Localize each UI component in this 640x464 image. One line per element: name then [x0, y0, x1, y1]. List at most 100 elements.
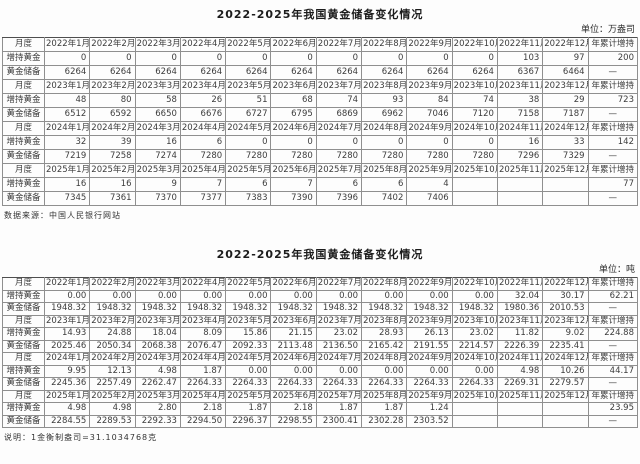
increase-value-cell: 51 [225, 93, 272, 108]
increase-value-cell: 0.00 [270, 289, 317, 303]
reserve-value-cell: 2264.33 [361, 377, 408, 391]
reserve-total-dash-cell: — [587, 191, 639, 206]
month-header-cell: 2022年6月 [270, 37, 317, 52]
month-header-cell: 2022年9月 [406, 277, 453, 291]
month-header-cell: 2024年6月 [270, 121, 317, 136]
reserve-value-cell: 6264 [270, 65, 317, 80]
reserve-value-cell: 6592 [89, 107, 136, 122]
month-header-cell: 2022年7月 [315, 37, 363, 52]
increase-value-cell: 39 [89, 135, 136, 150]
month-header-row: 月度 2023年1月 2023年2月 2023年3月 2023年4月 2023年5月 202… [2, 79, 639, 94]
increase-value-cell: 80 [89, 93, 136, 108]
increase-value-cell: 6 [179, 135, 227, 150]
reserve-value-cell [451, 414, 498, 428]
reserve-value-cell: 6264 [361, 65, 408, 80]
month-header-cell: 2025年12月 [542, 163, 589, 178]
reserve-value-cell: 2245.36 [43, 377, 91, 391]
month-header-cell: 2025年5月 [225, 163, 272, 178]
increase-value-cell [496, 177, 544, 192]
increase-value-cell: 2.80 [134, 402, 181, 416]
month-header-cell: 2025年2月 [89, 163, 136, 178]
reserve-value-cell [451, 191, 498, 206]
increase-value-cell: 0 [270, 51, 317, 66]
reserve-value-cell: 7280 [361, 149, 408, 164]
month-header-cell: 2022年3月 [134, 37, 181, 52]
month-header-cell: 2023年12月 [542, 79, 589, 94]
reserve-value-cell: 1948.32 [179, 302, 227, 316]
row-label-cell: 黄金储备 [2, 149, 45, 164]
increase-value-cell [542, 402, 589, 416]
increase-value-cell: 14.93 [43, 327, 91, 341]
reserve-value-cell: 2303.52 [406, 414, 453, 428]
month-header-cell: 2022年4月 [179, 37, 227, 52]
reserve-value-cell: 6264 [225, 65, 272, 80]
reserve-value-cell: 7258 [89, 149, 136, 164]
increase-value-cell: 21.15 [270, 327, 317, 341]
month-header-cell: 2022年5月 [225, 37, 272, 52]
increase-row: 增持黄金 4.98 4.98 2.80 2.18 1.87 2.18 1.87 1.87 1.24… [2, 402, 639, 416]
reserve-value-cell: 1948.32 [225, 302, 272, 316]
increase-value-cell: 0 [315, 51, 363, 66]
month-header-cell: 2023年3月 [134, 314, 181, 328]
increase-value-cell: 32.04 [496, 289, 544, 303]
increase-total-cell: 723 [587, 93, 639, 108]
reserve-value-cell: 2257.49 [89, 377, 136, 391]
increase-value-cell: 12.13 [89, 364, 136, 378]
month-header-cell: 2024年5月 [225, 121, 272, 136]
increase-value-cell: 0.00 [43, 289, 91, 303]
increase-value-cell: 0.00 [361, 364, 408, 378]
reserve-value-cell: 2076.47 [179, 339, 227, 353]
unit-label: 单位：吨 [598, 265, 635, 275]
month-header-cell: 2025年2月 [89, 389, 136, 403]
month-header-cell: 2024年12月 [542, 121, 589, 136]
reserve-value-cell: 2294.50 [179, 414, 227, 428]
explain-note: 说明：1金衡制盎司=31.1034768克 [4, 433, 158, 442]
increase-value-cell: 0.00 [89, 289, 136, 303]
reserve-value-cell: 2165.42 [361, 339, 408, 353]
increase-value-cell [496, 402, 544, 416]
reserve-value-cell: 2296.37 [225, 414, 272, 428]
reserve-value-cell: 1980.36 [496, 302, 544, 316]
reserve-value-cell: 2191.55 [406, 339, 453, 353]
month-header-cell: 2025年6月 [270, 163, 317, 178]
reserve-value-cell: 6795 [270, 107, 317, 122]
increase-row: 增持黄金 48 80 58 26 51 68 74 93 84 74 38 29 723 [2, 93, 639, 108]
month-header-cell: 2023年2月 [89, 79, 136, 94]
increase-value-cell: 1.87 [361, 402, 408, 416]
increase-value-cell: 2.18 [270, 402, 317, 416]
increase-value-cell: 0.00 [361, 289, 408, 303]
row-label-cell: 增持黄金 [2, 327, 45, 341]
month-header-cell: 2024年5月 [225, 352, 272, 366]
increase-value-cell [542, 177, 589, 192]
month-header-cell: 2022年9月 [406, 37, 453, 52]
increase-value-cell: 7 [270, 177, 317, 192]
reserve-value-cell: 2300.41 [315, 414, 363, 428]
increase-value-cell: 0.00 [134, 289, 181, 303]
increase-value-cell: 74 [315, 93, 363, 108]
reserve-value-cell: 2298.55 [270, 414, 317, 428]
month-header-cell: 2024年6月 [270, 352, 317, 366]
row-label-cell: 增持黄金 [2, 402, 45, 416]
increase-row: 增持黄金 0.00 0.00 0.00 0.00 0.00 0.00 0.00 0.00 0.00… [2, 289, 639, 303]
reserve-value-cell: 1948.32 [89, 302, 136, 316]
reserve-row: 黄金储备 2284.55 2289.53 2292.33 2294.50 2296.37 2… [2, 414, 639, 428]
reserve-value-cell: 7406 [406, 191, 453, 206]
reserve-value-cell: 7187 [542, 107, 589, 122]
row-label-cell: 增持黄金 [2, 135, 45, 150]
increase-value-cell: 0.00 [451, 364, 498, 378]
increase-value-cell: 32 [43, 135, 91, 150]
month-header-cell: 2023年3月 [134, 79, 181, 94]
increase-value-cell: 1.87 [179, 364, 227, 378]
row-label-cell: 黄金储备 [2, 414, 45, 428]
increase-value-cell: 15.86 [225, 327, 272, 341]
increase-value-cell: 28.93 [361, 327, 408, 341]
reserve-value-cell: 1948.32 [361, 302, 408, 316]
month-header-cell: 2022年4月 [179, 277, 227, 291]
reserve-value-cell: 6676 [179, 107, 227, 122]
increase-value-cell: 9.95 [43, 364, 91, 378]
month-header-cell: 2023年12月 [542, 314, 589, 328]
reserve-value-cell: 2264.33 [270, 377, 317, 391]
reserve-row: 黄金储备 7219 7258 7274 7280 7280 7280 7280 7280 7280… [2, 149, 639, 164]
increase-value-cell: 2.18 [179, 402, 227, 416]
month-header-cell: 2025年7月 [315, 389, 363, 403]
